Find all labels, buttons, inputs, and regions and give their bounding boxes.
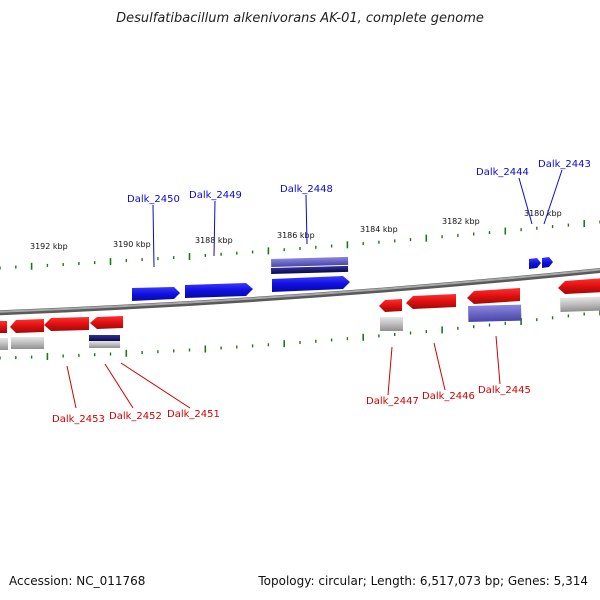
topology-text: Topology: circular; Length: 6,517,073 bp… bbox=[258, 574, 588, 588]
scale-labels: 3192 kbp 3190 kbp 3188 kbp 3186 kbp 3184… bbox=[30, 209, 562, 251]
gene-feature-bar bbox=[271, 256, 349, 267]
reverse-gene-labels: Dalk_2453 Dalk_2452 Dalk_2451 Dalk_2447 … bbox=[52, 385, 531, 425]
scale-label: 3192 kbp bbox=[30, 242, 68, 251]
gene-label-forward[interactable]: Dalk_2444 bbox=[476, 167, 529, 178]
genome-backbone-highlight bbox=[0, 268, 600, 313]
gene-arrow-reverse[interactable] bbox=[379, 299, 402, 312]
forward-gene-labels: Dalk_2450 Dalk_2449 Dalk_2448 Dalk_2444 … bbox=[127, 159, 591, 205]
gene-arrow-forward[interactable] bbox=[542, 257, 553, 268]
scale-label: 3180 kbp bbox=[524, 209, 562, 218]
gene-label-forward[interactable]: Dalk_2448 bbox=[280, 184, 333, 195]
gene-feature-bar bbox=[89, 335, 120, 341]
scale-ticks bbox=[0, 220, 600, 360]
gene-label-reverse[interactable]: Dalk_2453 bbox=[52, 414, 105, 425]
gene-arrow-reverse[interactable] bbox=[0, 321, 7, 333]
gene-arrow-forward[interactable] bbox=[529, 258, 541, 269]
gene-arrow-forward[interactable] bbox=[185, 283, 253, 298]
gene-label-forward[interactable]: Dalk_2443 bbox=[538, 159, 591, 170]
gene-arrow-reverse[interactable] bbox=[558, 278, 600, 294]
gene-label-reverse[interactable]: Dalk_2447 bbox=[366, 396, 419, 407]
forward-genes bbox=[132, 256, 553, 301]
gene-label-reverse[interactable]: Dalk_2451 bbox=[167, 409, 220, 420]
scale-label: 3182 kbp bbox=[442, 217, 480, 226]
gene-feature-bar bbox=[11, 337, 44, 349]
gene-label-forward[interactable]: Dalk_2449 bbox=[189, 190, 242, 201]
gene-arrow-reverse[interactable] bbox=[10, 319, 44, 333]
scale-label: 3186 kbp bbox=[277, 231, 315, 240]
scale-label: 3190 kbp bbox=[113, 240, 151, 249]
gene-feature-bar bbox=[380, 317, 403, 331]
gene-feature-bar bbox=[89, 341, 120, 348]
figure-title: Desulfatibacillum alkenivorans AK-01, co… bbox=[116, 11, 484, 26]
gene-label-reverse[interactable]: Dalk_2452 bbox=[109, 411, 162, 422]
gene-arrow-forward[interactable] bbox=[272, 276, 350, 292]
gene-arrow-reverse[interactable] bbox=[467, 288, 520, 304]
accession-text: Accession: NC_011768 bbox=[9, 574, 146, 588]
gene-feature-bar bbox=[271, 265, 349, 274]
gene-arrow-reverse[interactable] bbox=[406, 294, 456, 309]
gene-label-forward[interactable]: Dalk_2450 bbox=[127, 194, 180, 205]
reverse-leader-lines bbox=[66, 335, 501, 409]
gene-label-reverse[interactable]: Dalk_2446 bbox=[422, 391, 475, 402]
gene-arrow-forward[interactable] bbox=[132, 287, 180, 301]
gene-feature-bar bbox=[560, 296, 600, 312]
gene-feature-bar bbox=[468, 304, 522, 322]
gene-arrow-reverse[interactable] bbox=[90, 316, 123, 329]
gene-feature-bar bbox=[0, 338, 8, 350]
gene-arrow-reverse[interactable] bbox=[44, 317, 89, 331]
reverse-genes bbox=[0, 278, 600, 350]
forward-leader-lines bbox=[152, 169, 563, 268]
scale-label: 3184 kbp bbox=[360, 225, 398, 234]
gene-label-reverse[interactable]: Dalk_2445 bbox=[478, 385, 531, 396]
